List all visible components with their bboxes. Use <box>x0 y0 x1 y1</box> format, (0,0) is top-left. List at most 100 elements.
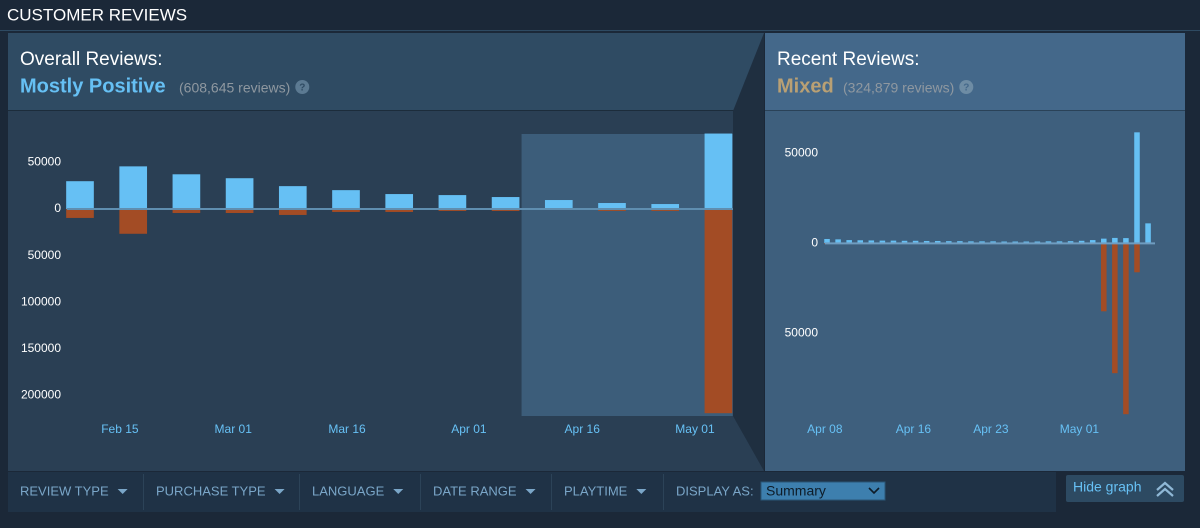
y-tick-label: 50000 <box>785 325 819 339</box>
x-tick-label: Apr 08 <box>807 422 843 436</box>
chevron <box>1156 487 1174 497</box>
bar <box>66 208 94 218</box>
x-tick-label: Feb 15 <box>101 422 139 436</box>
select-value[interactable]: Summary <box>766 483 826 499</box>
charts: 50000 0 50000 100000 150000 200000 Feb 15 Mar 0… <box>21 132 1155 436</box>
bar <box>704 133 733 209</box>
bar <box>835 239 841 244</box>
bar <box>1101 238 1107 244</box>
y-tick-label: 150000 <box>21 341 61 355</box>
y-tick-label: 200000 <box>21 388 61 402</box>
svg-text:?: ? <box>963 83 969 94</box>
bar <box>66 181 94 209</box>
filters: REVIEW TYPE PURCHASE TYPE LANGUAGE DATE RAN… <box>20 474 664 510</box>
bar <box>438 195 467 209</box>
x-tick-label: Mar 01 <box>215 422 253 436</box>
zoom-connector <box>733 33 764 471</box>
y-tick-label: 50000 <box>785 146 819 160</box>
x-tick-label: Apr 01 <box>451 422 487 436</box>
filter-dropdown[interactable]: DATE RANGE <box>433 483 536 498</box>
filter-dropdown[interactable]: LANGUAGE <box>312 483 404 498</box>
display-select[interactable]: Summary <box>760 481 886 501</box>
filter-label[interactable]: PLAYTIME <box>564 483 628 498</box>
separator <box>299 474 300 510</box>
bar <box>651 204 680 209</box>
bar <box>890 240 897 244</box>
bar <box>278 208 307 215</box>
bar <box>934 240 941 244</box>
y-tick-label: 0 <box>811 235 818 249</box>
bar <box>119 208 148 234</box>
x-tick-label: Mar 16 <box>328 422 366 436</box>
dropdown-arrow <box>274 489 285 494</box>
button-bg[interactable] <box>1066 475 1184 502</box>
button-label[interactable]: Hide graph <box>1073 479 1142 495</box>
bar <box>912 240 919 244</box>
bar <box>1101 243 1107 312</box>
bar <box>868 240 875 244</box>
bar <box>1134 132 1140 244</box>
header-line <box>765 110 1185 111</box>
dropdown-arrow <box>393 489 404 494</box>
overall-count: (608,645 reviews) <box>179 80 290 96</box>
bar <box>225 208 254 213</box>
bar <box>119 166 148 209</box>
chart: 50000 0 50000 100000 150000 200000 Feb 15 Mar 0… <box>21 133 733 436</box>
bar <box>704 208 733 414</box>
bar <box>957 241 963 244</box>
help-icon[interactable]: ? <box>295 80 310 94</box>
help-icon[interactable]: ? <box>959 80 974 94</box>
bar <box>598 203 626 209</box>
bar <box>879 240 886 244</box>
bar <box>172 208 201 213</box>
bar <box>332 208 360 212</box>
filter-dropdown[interactable]: PURCHASE TYPE <box>156 483 285 498</box>
bar <box>1123 238 1129 244</box>
bar <box>1112 237 1118 244</box>
bar <box>544 200 573 209</box>
bar <box>1112 243 1118 374</box>
filter-dropdown[interactable]: PLAYTIME <box>564 483 647 498</box>
x-tick-label: May 01 <box>1060 422 1100 436</box>
bar <box>824 238 830 244</box>
y-tick-label: 50000 <box>28 248 62 262</box>
bar <box>1123 243 1129 415</box>
x-tick-label: Apr 23 <box>973 422 1009 436</box>
filter-label[interactable]: DATE RANGE <box>433 483 517 498</box>
x-tick-label: Apr 16 <box>896 422 932 436</box>
recent-count: (324,879 reviews) <box>843 80 954 96</box>
bar <box>385 194 414 209</box>
filter-label[interactable]: LANGUAGE <box>312 483 385 498</box>
bar <box>1089 240 1096 244</box>
hide-graph-button[interactable]: Hide graph <box>1066 475 1184 502</box>
recent-range-highlight <box>521 134 733 416</box>
bar <box>332 190 360 209</box>
select-box[interactable] <box>760 481 886 501</box>
x-tick-label: May 01 <box>675 422 715 436</box>
svg-text:?: ? <box>299 83 305 94</box>
overall-heading: Overall Reviews: <box>20 49 163 70</box>
recent-heading: Recent Reviews: <box>777 49 920 70</box>
display-as-label: DISPLAY AS: <box>676 483 754 498</box>
dropdown-arrow <box>636 489 647 494</box>
bar <box>1078 240 1085 244</box>
filter-dropdown[interactable]: REVIEW TYPE <box>20 483 128 498</box>
separator <box>551 474 552 510</box>
filter-label[interactable]: REVIEW TYPE <box>20 483 109 498</box>
bar <box>172 174 201 209</box>
bar <box>846 240 852 244</box>
bar <box>857 240 864 244</box>
bar <box>1067 241 1074 244</box>
separator <box>143 474 144 510</box>
bar <box>491 197 520 209</box>
dropdown-arrow <box>117 489 128 494</box>
y-tick-label: 50000 <box>28 155 62 169</box>
bar <box>946 241 952 244</box>
separator <box>420 474 421 510</box>
recent-rating: Mixed <box>777 75 834 97</box>
divider <box>0 30 1200 31</box>
filter-label[interactable]: PURCHASE TYPE <box>156 483 266 498</box>
x-tick-label: Apr 16 <box>565 422 601 436</box>
dropdown-arrow <box>525 489 536 494</box>
